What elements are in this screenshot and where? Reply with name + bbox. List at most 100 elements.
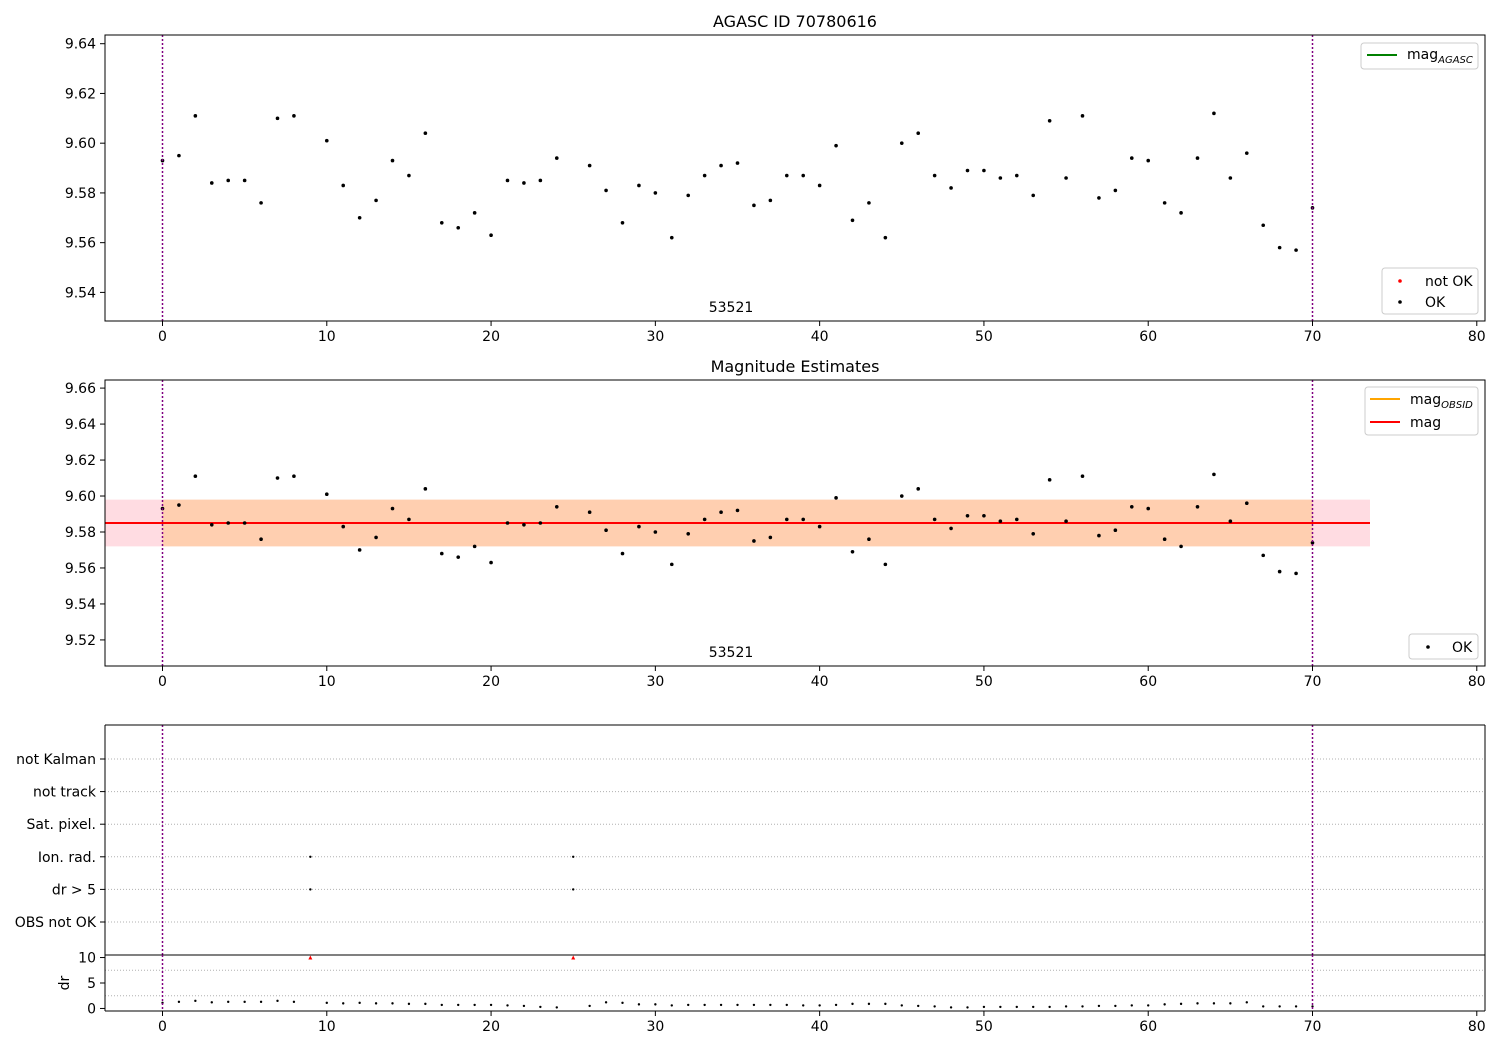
data-point — [357, 215, 362, 220]
data-point — [505, 178, 510, 183]
data-point — [752, 1003, 756, 1007]
agasc-panel-title: AGASC ID 70780616 — [713, 12, 877, 31]
x-tick-label: 50 — [975, 1019, 993, 1035]
data-point — [489, 233, 493, 237]
data-point — [687, 1003, 690, 1007]
flag-point — [309, 888, 312, 891]
x-tick-label: 70 — [1304, 1019, 1322, 1035]
data-point — [1129, 156, 1134, 160]
data-point — [1113, 528, 1118, 532]
y-tick-label: 9.56 — [65, 561, 96, 577]
data-point — [1031, 531, 1036, 536]
data-point — [1097, 533, 1101, 538]
data-point — [374, 198, 378, 203]
data-point — [851, 1002, 854, 1006]
data-point — [1080, 114, 1085, 118]
data-point — [604, 1001, 608, 1004]
data-point — [637, 524, 641, 529]
data-point — [982, 168, 986, 173]
x-tick-label: 30 — [646, 1019, 664, 1035]
data-point — [735, 161, 740, 165]
x-tick-label: 60 — [1139, 1019, 1157, 1035]
data-point — [1047, 478, 1052, 482]
data-point — [834, 1003, 838, 1007]
flag-label: OBS not OK — [15, 915, 97, 931]
data-point — [522, 181, 526, 185]
data-point — [177, 153, 181, 158]
data-point — [637, 183, 641, 188]
y-tick-label: 9.58 — [65, 186, 96, 202]
flag-label: not track — [33, 785, 97, 801]
data-point — [899, 494, 904, 498]
data-point — [209, 522, 214, 527]
data-point — [1114, 1004, 1117, 1008]
data-point — [818, 1004, 821, 1007]
x-tick-label: 10 — [318, 329, 336, 345]
x-tick-label: 10 — [318, 674, 336, 690]
data-point — [736, 1003, 739, 1007]
data-point — [916, 487, 921, 491]
x-tick-label: 10 — [318, 1019, 336, 1035]
data-point — [423, 487, 428, 491]
data-point — [259, 201, 263, 205]
y-tick-label: 9.62 — [65, 453, 96, 469]
data-point — [1129, 505, 1134, 509]
data-point — [325, 1001, 328, 1005]
data-point — [1294, 571, 1298, 576]
data-point — [243, 1000, 246, 1004]
x-tick-label: 30 — [646, 329, 664, 345]
data-point — [489, 1003, 493, 1007]
data-point — [292, 114, 296, 118]
data-point — [275, 476, 280, 480]
data-point — [193, 114, 198, 118]
data-point — [456, 225, 461, 230]
data-point — [1146, 506, 1151, 511]
x-tick-label: 20 — [482, 329, 500, 345]
data-point — [242, 521, 247, 525]
data-point — [391, 1002, 394, 1005]
dr-clipped-marker — [571, 955, 576, 960]
data-point — [489, 560, 493, 565]
agasc-legend-upper: magAGASC — [1360, 42, 1479, 70]
data-point — [802, 1004, 805, 1007]
data-point — [587, 163, 592, 168]
flags-panel: not Kalman not track Sat. pixel. Ion. rad. d… — [15, 724, 1486, 956]
magnitude-legend-lower: OK — [1408, 633, 1479, 660]
magnitude-panel-title: Magnitude Estimates — [711, 357, 880, 376]
data-point — [702, 517, 707, 522]
agasc-panel: AGASC ID 70780616 0 10 20 30 40 50 60 70 80 9.54 9… — [65, 12, 1486, 345]
data-point — [769, 1003, 772, 1007]
legend-not-ok-marker — [1398, 279, 1402, 283]
data-point — [324, 138, 329, 143]
data-point — [193, 474, 198, 479]
x-tick-label: 30 — [646, 674, 664, 690]
data-point — [177, 1000, 181, 1004]
data-point — [965, 168, 970, 173]
axes-frame — [104, 34, 1486, 322]
data-point — [1212, 1002, 1216, 1005]
x-tick-label: 70 — [1304, 329, 1322, 345]
data-point — [999, 1005, 1002, 1009]
data-point — [1294, 1005, 1298, 1008]
data-point — [1048, 1005, 1051, 1009]
data-point — [226, 178, 231, 183]
flag-label: not Kalman — [16, 752, 96, 768]
data-point — [227, 1000, 230, 1004]
data-point — [374, 535, 378, 540]
data-point — [1014, 517, 1019, 522]
data-point — [998, 519, 1003, 524]
data-point — [719, 163, 723, 168]
data-point — [801, 517, 806, 522]
data-point — [1179, 211, 1183, 215]
data-point — [703, 1003, 706, 1007]
data-point — [686, 193, 691, 198]
x-tick-label: 40 — [811, 1019, 829, 1035]
data-point — [784, 173, 789, 178]
data-point — [669, 562, 674, 567]
legend-mag-label: mag — [1410, 415, 1441, 431]
y-tick-label: 9.58 — [65, 525, 96, 541]
y-tick-label: 9.64 — [65, 417, 96, 433]
data-point — [1064, 1005, 1068, 1008]
data-point — [1310, 540, 1315, 545]
data-point — [341, 524, 346, 529]
